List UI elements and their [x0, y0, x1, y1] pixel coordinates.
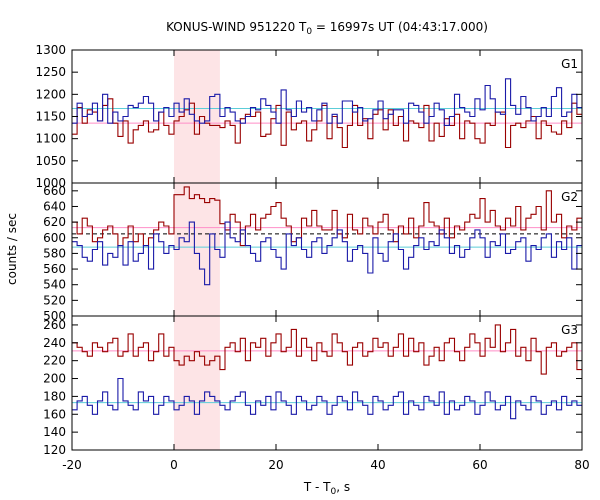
- y-axis-label: counts / sec: [5, 213, 19, 285]
- shade-layer: [174, 50, 220, 450]
- xtick-label: 40: [370, 458, 385, 472]
- x-axis-label: T - T0, s: [303, 480, 350, 497]
- g3-ytick-label: 260: [43, 318, 66, 332]
- g3-ytick-label: 220: [43, 354, 66, 368]
- g1-series-blue: [72, 78, 582, 126]
- g3-ytick-label: 160: [43, 407, 66, 421]
- xtick-label: 80: [574, 458, 589, 472]
- g3-ytick-label: 240: [43, 336, 66, 350]
- g2-ytick-label: 560: [43, 262, 66, 276]
- g1-ytick-label: 1100: [35, 132, 66, 146]
- xtick-label: 0: [170, 458, 178, 472]
- g2-ytick-label: 640: [43, 199, 66, 213]
- xtick-label: 20: [268, 458, 283, 472]
- xtick-label: 60: [472, 458, 487, 472]
- g3-panel-label: G3: [561, 323, 578, 337]
- g3-ytick-label: 140: [43, 425, 66, 439]
- g3-series-blue: [72, 377, 582, 420]
- g3-series-red: [72, 324, 582, 375]
- xtick-label: -20: [62, 458, 82, 472]
- g1-ytick-label: 1150: [35, 110, 66, 124]
- g2-series-red: [72, 186, 582, 247]
- g3-ytick-label: 120: [43, 443, 66, 457]
- g2-ytick-label: 500: [43, 309, 66, 323]
- g3-frame: [71, 315, 583, 451]
- g1-ytick-label: 1300: [35, 43, 66, 57]
- g3-ytick-label: 180: [43, 389, 66, 403]
- g2-ytick-label: 540: [43, 278, 66, 292]
- g2-ytick-label: 580: [43, 246, 66, 260]
- g1-ytick-label: 1050: [35, 154, 66, 168]
- g2-ytick-label: 600: [43, 231, 66, 245]
- g2-panel-label: G2: [561, 190, 578, 204]
- g1-panel-label: G1: [561, 57, 578, 71]
- burst-interval-shade: [174, 50, 220, 450]
- chart-title: KONUS-WIND 951220 T0 = 16997s UT (04:43:…: [166, 20, 488, 37]
- g2-ytick-label: 660: [43, 184, 66, 198]
- g1-ytick-label: 1200: [35, 87, 66, 101]
- g1-ytick-label: 1250: [35, 65, 66, 79]
- g2-ytick-label: 520: [43, 293, 66, 307]
- g3-ytick-label: 200: [43, 372, 66, 386]
- tick-layer: 1000105011001150120012501300G15005205405…: [35, 43, 589, 472]
- g2-series-blue: [72, 221, 582, 286]
- g2-ytick-label: 620: [43, 215, 66, 229]
- series-layer: [72, 78, 582, 420]
- g1-ytick-label: 1000: [35, 176, 66, 190]
